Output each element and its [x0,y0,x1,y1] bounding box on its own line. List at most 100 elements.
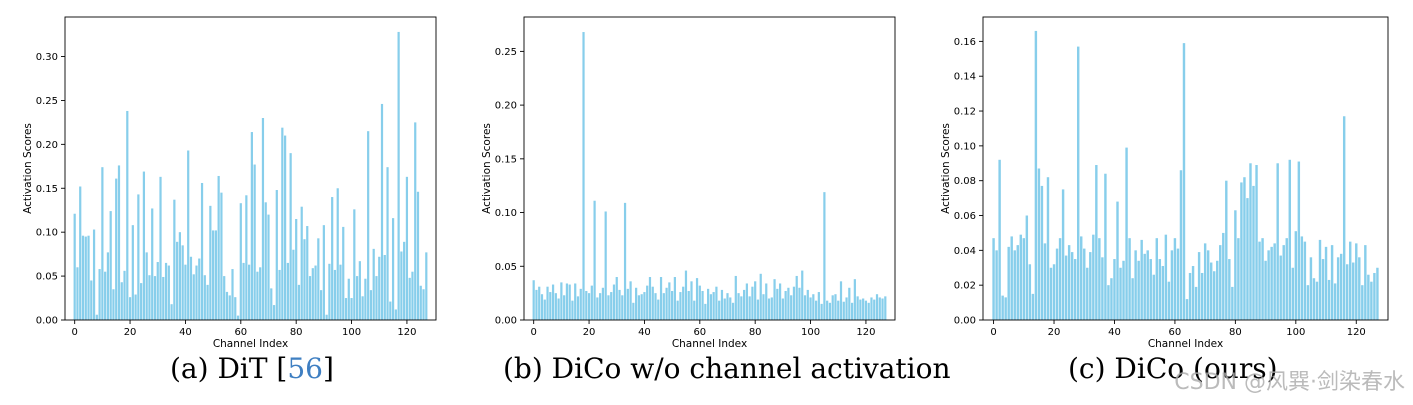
bar [134,294,137,320]
bar [372,248,375,320]
bar [1312,278,1316,320]
bar [574,283,577,320]
bar [1309,257,1313,320]
caption-dico-ours: (c) DiCo (ours) [1068,352,1278,385]
bar [560,282,563,320]
bar [1203,243,1207,320]
bar [707,288,710,320]
x-axis-label: Channel Index [672,338,747,350]
bar [369,290,373,320]
bar [659,277,663,320]
bar [1191,266,1195,320]
bar [745,283,748,320]
bar [220,192,223,320]
bar [367,131,370,320]
bar [720,289,724,320]
bar [217,175,220,320]
bar [1104,173,1107,320]
bar [140,283,143,320]
bar [281,127,284,320]
bar [604,211,607,320]
bar [820,303,823,320]
bar [1016,245,1019,320]
bar [1327,279,1331,320]
bar [599,293,602,320]
y-tick-label: 0.10 [495,208,517,219]
bar [1064,255,1068,320]
bar [798,287,801,320]
bar [543,299,546,320]
bar [76,267,79,320]
bar [1336,257,1340,320]
bar [209,205,212,320]
bar [878,297,881,320]
bar [115,178,118,320]
bar [1318,239,1322,320]
bar [1022,238,1026,320]
bar [596,297,599,320]
x-tick-label: 120 [1347,327,1366,338]
bar [850,302,854,320]
bar [411,271,414,320]
x-tick-label: 60 [693,327,706,338]
x-axis-label: Channel Index [1148,338,1223,350]
bar [637,295,640,320]
bar [1273,243,1276,320]
bar [579,288,582,320]
bar [610,292,613,320]
bar [781,298,784,320]
citation-link[interactable]: 56 [287,352,323,385]
bar [635,287,638,320]
bar [743,289,746,320]
bar [184,264,187,320]
bar [875,294,879,320]
bar [1107,285,1110,320]
bar [1167,281,1171,320]
bar [1333,283,1337,320]
y-tick-label: 0.04 [954,246,976,257]
bar [142,171,146,320]
bar [1116,201,1119,320]
bar [826,300,829,320]
bar [1086,267,1089,320]
bar [1370,281,1373,320]
bar [1113,259,1116,320]
bar [311,268,314,320]
bar [261,118,265,320]
bar [698,285,701,320]
bar [1197,252,1201,320]
bar [776,288,779,320]
y-axis-label: Activation Scores [481,123,493,214]
bar [759,273,762,320]
bar [643,292,646,320]
bar [803,295,807,320]
bar [1137,260,1140,320]
bar [112,289,115,320]
bar [1001,295,1004,320]
bar [632,302,635,320]
bar [867,302,870,320]
caption-dico-wo-channel-activation: (b) DiCo w/o channel activation [503,352,951,385]
plot-frame [982,16,1389,321]
bar [394,309,397,320]
bar [331,197,334,320]
bar [1297,161,1301,320]
bar [1131,278,1134,320]
x-tick-label: 20 [124,327,137,338]
bar [264,202,267,320]
bar [848,287,851,320]
caption-dit: (a) DiT [56] [170,352,334,392]
bar [795,275,798,320]
bar [1306,285,1310,320]
y-tick-label: 0.25 [36,96,58,107]
bar [1291,267,1295,320]
bar [648,277,652,320]
bar [787,287,790,320]
bar [704,303,707,320]
bar [790,295,793,320]
bar [549,292,552,320]
bar [1080,236,1083,320]
y-tick-label: 0.25 [495,47,517,58]
x-axis-label: Channel Index [213,338,288,350]
bar [391,218,395,320]
